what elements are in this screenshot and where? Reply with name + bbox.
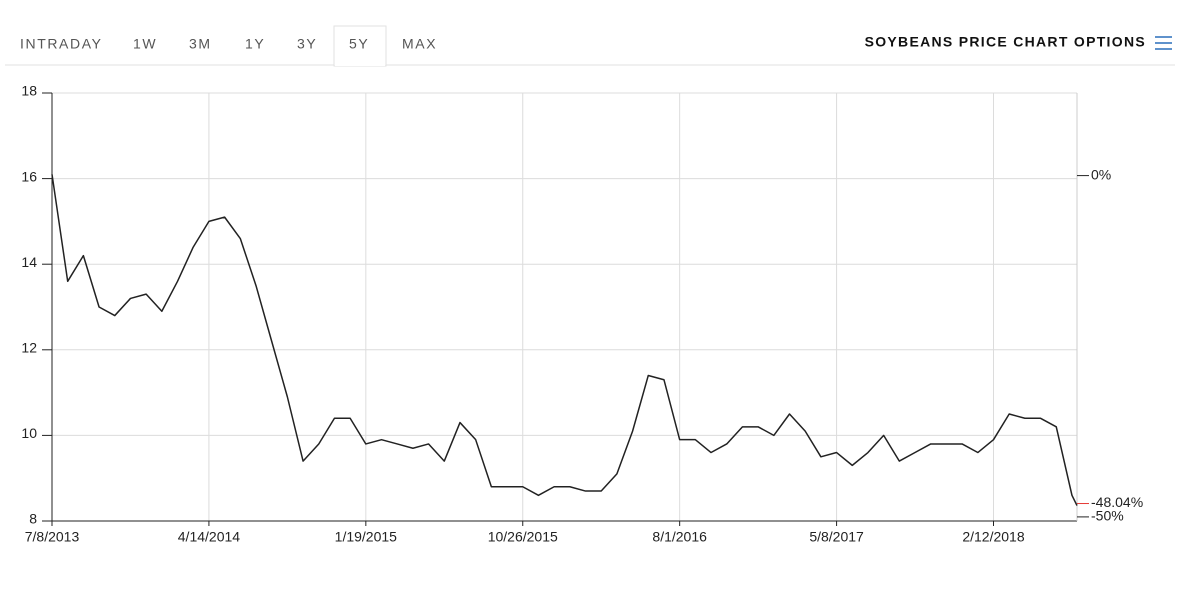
tab[interactable]: 3M [189, 36, 212, 52]
y-tick-label: 12 [21, 340, 37, 356]
tab-selected[interactable]: 5Y [349, 36, 369, 52]
y-tick-label: 18 [21, 83, 37, 99]
end-label: -48.04% [1091, 494, 1143, 510]
x-tick-label: 8/1/2016 [652, 529, 707, 545]
options-label[interactable]: SOYBEANS PRICE CHART OPTIONS [865, 34, 1146, 50]
y2-tick-label: 0% [1091, 166, 1111, 182]
y-tick-label: 14 [21, 254, 37, 270]
price-line [51, 174, 1078, 506]
x-tick-label: 2/12/2018 [962, 529, 1024, 545]
tab[interactable]: MAX [402, 36, 437, 52]
x-tick-label: 10/26/2015 [488, 529, 558, 545]
menu-icon[interactable] [1155, 36, 1172, 50]
tabs: INTRADAY 1W 3M 1Y 3Y 5Y MAX [20, 36, 437, 52]
x-tick-label: 1/19/2015 [335, 529, 397, 545]
y-tick-label: 8 [29, 511, 37, 527]
tab[interactable]: 1Y [245, 36, 265, 52]
x-tick-label: 7/8/2013 [25, 529, 80, 545]
tab[interactable]: 3Y [297, 36, 317, 52]
x-tick-label: 4/14/2014 [178, 529, 240, 545]
y-tick-label: 16 [21, 168, 37, 184]
plot: 8 10 12 14 16 18 7/8/2013 4/14/2014 1/19/2015 10/… [21, 83, 1143, 545]
tab[interactable]: 1W [133, 36, 157, 52]
y-tick-label: 10 [21, 425, 37, 441]
x-tick-label: 5/8/2017 [809, 529, 864, 545]
tab[interactable]: INTRADAY [20, 36, 103, 52]
y2-tick-label: -50% [1091, 508, 1124, 524]
